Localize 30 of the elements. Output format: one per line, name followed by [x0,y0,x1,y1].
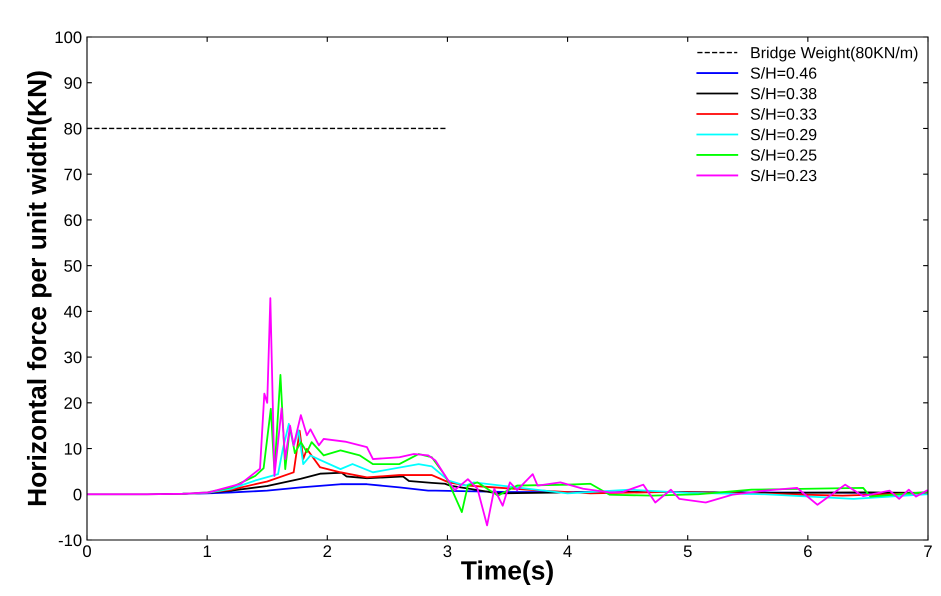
y-tick-label: 30 [64,351,82,364]
line-series [87,297,928,526]
x-tick-label: 7 [924,545,932,557]
x-axis-title: Time(s) [461,560,553,585]
x-tick-label: 0 [83,545,91,558]
y-tick-label: 100 [56,31,82,44]
x-tick-label: 6 [804,545,812,558]
y-tick-label: 50 [64,260,82,272]
legend-label: S/H=0.25 [750,148,816,161]
legend-label: S/H=0.46 [750,67,816,79]
y-tick-label: 10 [64,442,82,455]
y-tick-label: 40 [64,306,82,318]
legend-label: Bridge Weight(80KN/m) [751,46,918,62]
legend-label: S/H=0.33 [750,108,816,120]
x-tick-label: 5 [684,545,692,558]
y-tick-label: 60 [64,214,82,226]
y-tick-label: 0 [74,488,82,500]
y-axis-title: Horizontal force per unit width(KN) [26,71,52,506]
y-tick-label: 70 [64,168,82,180]
y-tick-label: 90 [64,77,82,89]
legend-label: S/H=0.38 [750,88,816,100]
legend-label: S/H=0.29 [750,128,816,140]
y-tick-label: 80 [64,122,82,135]
x-tick-label: 1 [204,545,211,557]
x-tick-label: 3 [443,545,452,558]
x-tick-label: 2 [323,545,332,557]
y-tick-label: -10 [58,534,82,546]
x-tick-label: 4 [563,545,572,557]
y-tick-label: 20 [64,397,82,410]
legend-label: S/H=0.23 [750,169,816,182]
